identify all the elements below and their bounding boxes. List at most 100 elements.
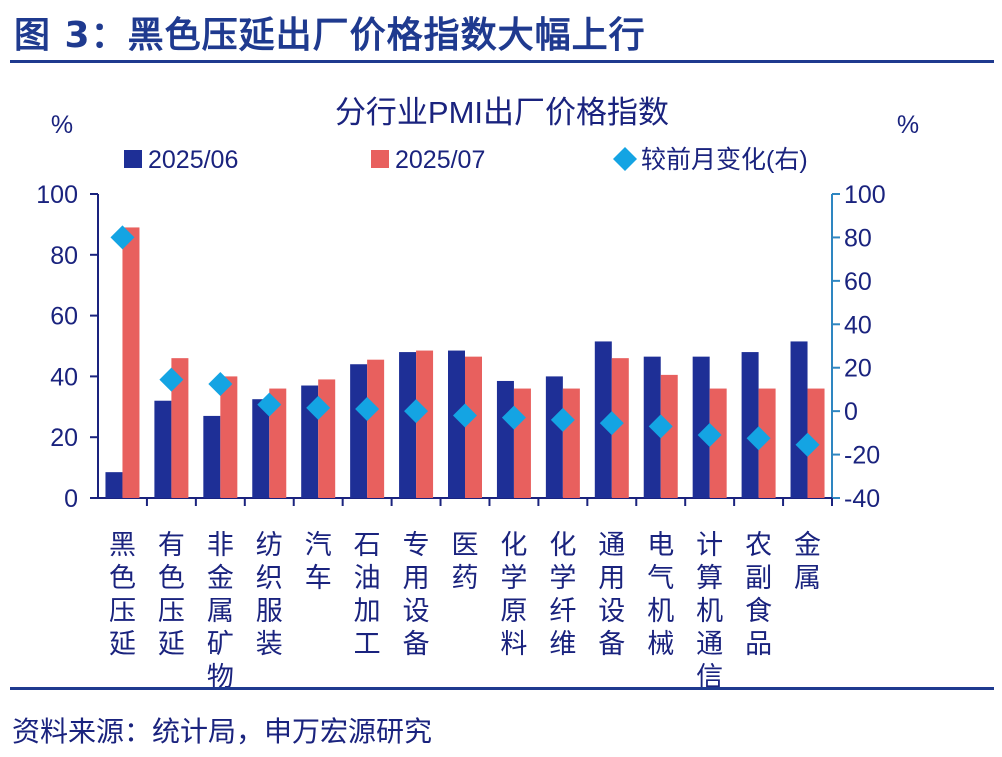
category-label-char: 学 xyxy=(549,563,576,593)
change-marker xyxy=(746,426,771,451)
category-label-char: 工 xyxy=(354,629,381,659)
category-label-char: 副 xyxy=(745,563,772,593)
source-rule xyxy=(10,687,994,690)
category-label-char: 计 xyxy=(696,530,723,560)
change-marker xyxy=(306,395,331,420)
y-right-tick-label: -20 xyxy=(844,442,880,470)
category-label-char: 化 xyxy=(549,530,576,560)
category-label-char: 黑 xyxy=(109,530,136,560)
bar-2025-07 xyxy=(122,227,140,498)
bar-2025-06 xyxy=(203,415,221,498)
bar-2025-07 xyxy=(465,356,482,498)
chart: 分行业PMI出厂价格指数 % % 2025/06 2025/07 较前月变化(右… xyxy=(36,95,919,692)
y-right-tick-label: 100 xyxy=(844,181,886,209)
change-marker xyxy=(795,432,820,457)
y-right-tick-label: 80 xyxy=(844,224,872,252)
category-label-char: 金 xyxy=(794,530,821,560)
category-label-char: 药 xyxy=(452,563,479,593)
category-label-char: 油 xyxy=(354,563,381,593)
category-label-char: 设 xyxy=(598,596,625,626)
bar-2025-07 xyxy=(660,374,678,498)
category-label-char: 矿 xyxy=(207,629,234,659)
category-label-char: 原 xyxy=(500,596,527,626)
legend-swatch-2025-06 xyxy=(124,150,142,168)
category-label-char: 服 xyxy=(256,596,283,626)
change-marker xyxy=(257,392,282,417)
category-label-char: 属 xyxy=(794,563,821,593)
category-label-char: 机 xyxy=(696,596,723,626)
category-label-char: 电 xyxy=(647,530,674,560)
bar-2025-07 xyxy=(367,359,385,498)
bar-2025-07 xyxy=(513,388,531,498)
bar-2025-07 xyxy=(709,388,727,498)
bar-2025-07 xyxy=(562,388,580,498)
category-label-char: 车 xyxy=(305,563,332,593)
legend-label-2025-07: 2025/07 xyxy=(395,146,485,174)
category-label-char: 备 xyxy=(403,629,430,659)
y-right-tick-label: 0 xyxy=(844,398,858,426)
category-label-char: 压 xyxy=(158,596,185,626)
category-label-char: 有 xyxy=(158,530,185,560)
category-label-char: 织 xyxy=(256,563,283,593)
source-note: 资料来源：统计局，申万宏源研究 xyxy=(12,715,433,748)
category-label-char: 设 xyxy=(403,596,430,626)
category-label-char: 用 xyxy=(598,563,625,593)
bar-2025-07 xyxy=(416,350,434,498)
bar-2025-06 xyxy=(252,399,270,498)
category-label-char: 非 xyxy=(207,530,234,560)
category-label-char: 汽 xyxy=(305,530,332,560)
y-left-tick-label: 0 xyxy=(64,485,78,513)
bar-2025-06 xyxy=(790,341,808,498)
change-marker xyxy=(404,399,429,424)
change-marker xyxy=(355,396,380,421)
y-left-tick-label: 20 xyxy=(50,424,78,452)
bar-2025-07 xyxy=(171,358,189,498)
category-label-char: 色 xyxy=(109,563,136,593)
category-label-char: 料 xyxy=(500,629,527,659)
category-label-char: 学 xyxy=(500,563,527,593)
figure-title: 图 3：黑色压延出厂价格指数大幅上行 xyxy=(14,15,646,56)
category-label-char: 算 xyxy=(696,563,723,593)
y-right-tick-label: 20 xyxy=(844,355,872,383)
bar-2025-07 xyxy=(269,388,287,498)
bar-2025-06 xyxy=(399,352,417,498)
category-label-char: 延 xyxy=(109,629,136,659)
y-right-unit: % xyxy=(897,111,919,139)
bar-2025-06 xyxy=(154,400,172,498)
bar-2025-06 xyxy=(350,364,368,498)
y-right-tick-label: -40 xyxy=(844,485,880,513)
category-label-char: 医 xyxy=(452,530,479,560)
category-label-char: 品 xyxy=(745,629,772,659)
change-marker xyxy=(697,423,722,448)
category-label-char: 用 xyxy=(403,563,430,593)
legend-swatch-2025-07 xyxy=(371,150,389,168)
chart-title: 分行业PMI出厂价格指数 xyxy=(335,95,669,130)
bar-2025-07 xyxy=(220,376,238,498)
bar-2025-06 xyxy=(692,356,710,498)
category-label-char: 机 xyxy=(647,596,674,626)
change-marker xyxy=(110,225,135,250)
change-marker xyxy=(501,405,526,430)
y-left-tick-label: 60 xyxy=(50,303,78,331)
category-label-char: 纤 xyxy=(549,596,576,626)
bar-2025-06 xyxy=(496,380,514,498)
category-label-char: 专 xyxy=(403,530,430,560)
category-label-char: 装 xyxy=(256,629,283,659)
category-label-char: 械 xyxy=(647,629,674,659)
category-label-char: 金 xyxy=(207,563,234,593)
category-label-char: 延 xyxy=(158,629,185,659)
legend-label-change: 较前月变化(右) xyxy=(641,146,808,174)
legend: 2025/06 2025/07 较前月变化(右) xyxy=(124,146,808,174)
bar-2025-06 xyxy=(741,352,759,498)
legend-marker-change xyxy=(613,147,637,171)
category-label-char: 石 xyxy=(354,530,381,560)
category-label-char: 色 xyxy=(158,563,185,593)
category-label-char: 化 xyxy=(500,530,527,560)
change-marker xyxy=(208,372,233,396)
y-right-tick-label: 60 xyxy=(844,268,872,296)
y-left-unit: % xyxy=(51,111,73,139)
change-marker xyxy=(550,407,575,432)
title-rule xyxy=(10,60,994,63)
category-label-char: 维 xyxy=(549,629,576,659)
change-marker xyxy=(648,414,673,439)
